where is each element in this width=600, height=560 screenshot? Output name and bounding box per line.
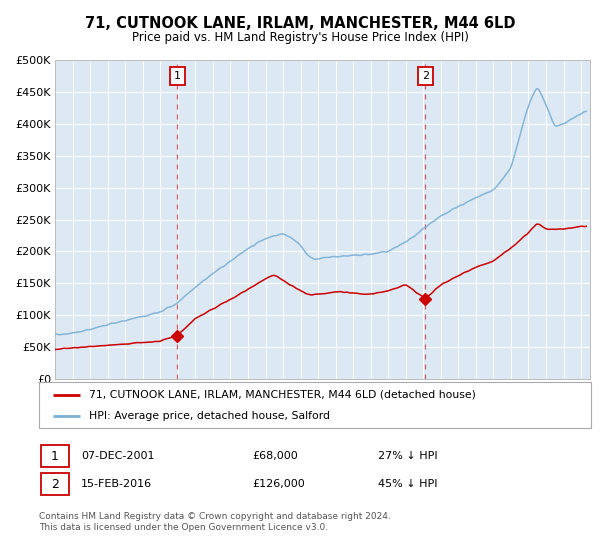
Text: 27% ↓ HPI: 27% ↓ HPI bbox=[378, 451, 437, 461]
Text: 2: 2 bbox=[422, 71, 429, 81]
Text: 15-FEB-2016: 15-FEB-2016 bbox=[81, 479, 152, 489]
Text: 2: 2 bbox=[50, 478, 59, 491]
Text: 45% ↓ HPI: 45% ↓ HPI bbox=[378, 479, 437, 489]
Text: 1: 1 bbox=[50, 450, 59, 463]
Text: HPI: Average price, detached house, Salford: HPI: Average price, detached house, Salf… bbox=[89, 411, 329, 421]
Text: 71, CUTNOOK LANE, IRLAM, MANCHESTER, M44 6LD (detached house): 71, CUTNOOK LANE, IRLAM, MANCHESTER, M44… bbox=[89, 390, 476, 400]
Text: £68,000: £68,000 bbox=[252, 451, 298, 461]
Text: 07-DEC-2001: 07-DEC-2001 bbox=[81, 451, 155, 461]
Text: 1: 1 bbox=[173, 71, 181, 81]
Text: £126,000: £126,000 bbox=[252, 479, 305, 489]
Text: Contains HM Land Registry data © Crown copyright and database right 2024.
This d: Contains HM Land Registry data © Crown c… bbox=[39, 512, 391, 532]
Text: Price paid vs. HM Land Registry's House Price Index (HPI): Price paid vs. HM Land Registry's House … bbox=[131, 31, 469, 44]
Text: 71, CUTNOOK LANE, IRLAM, MANCHESTER, M44 6LD: 71, CUTNOOK LANE, IRLAM, MANCHESTER, M44… bbox=[85, 16, 515, 31]
